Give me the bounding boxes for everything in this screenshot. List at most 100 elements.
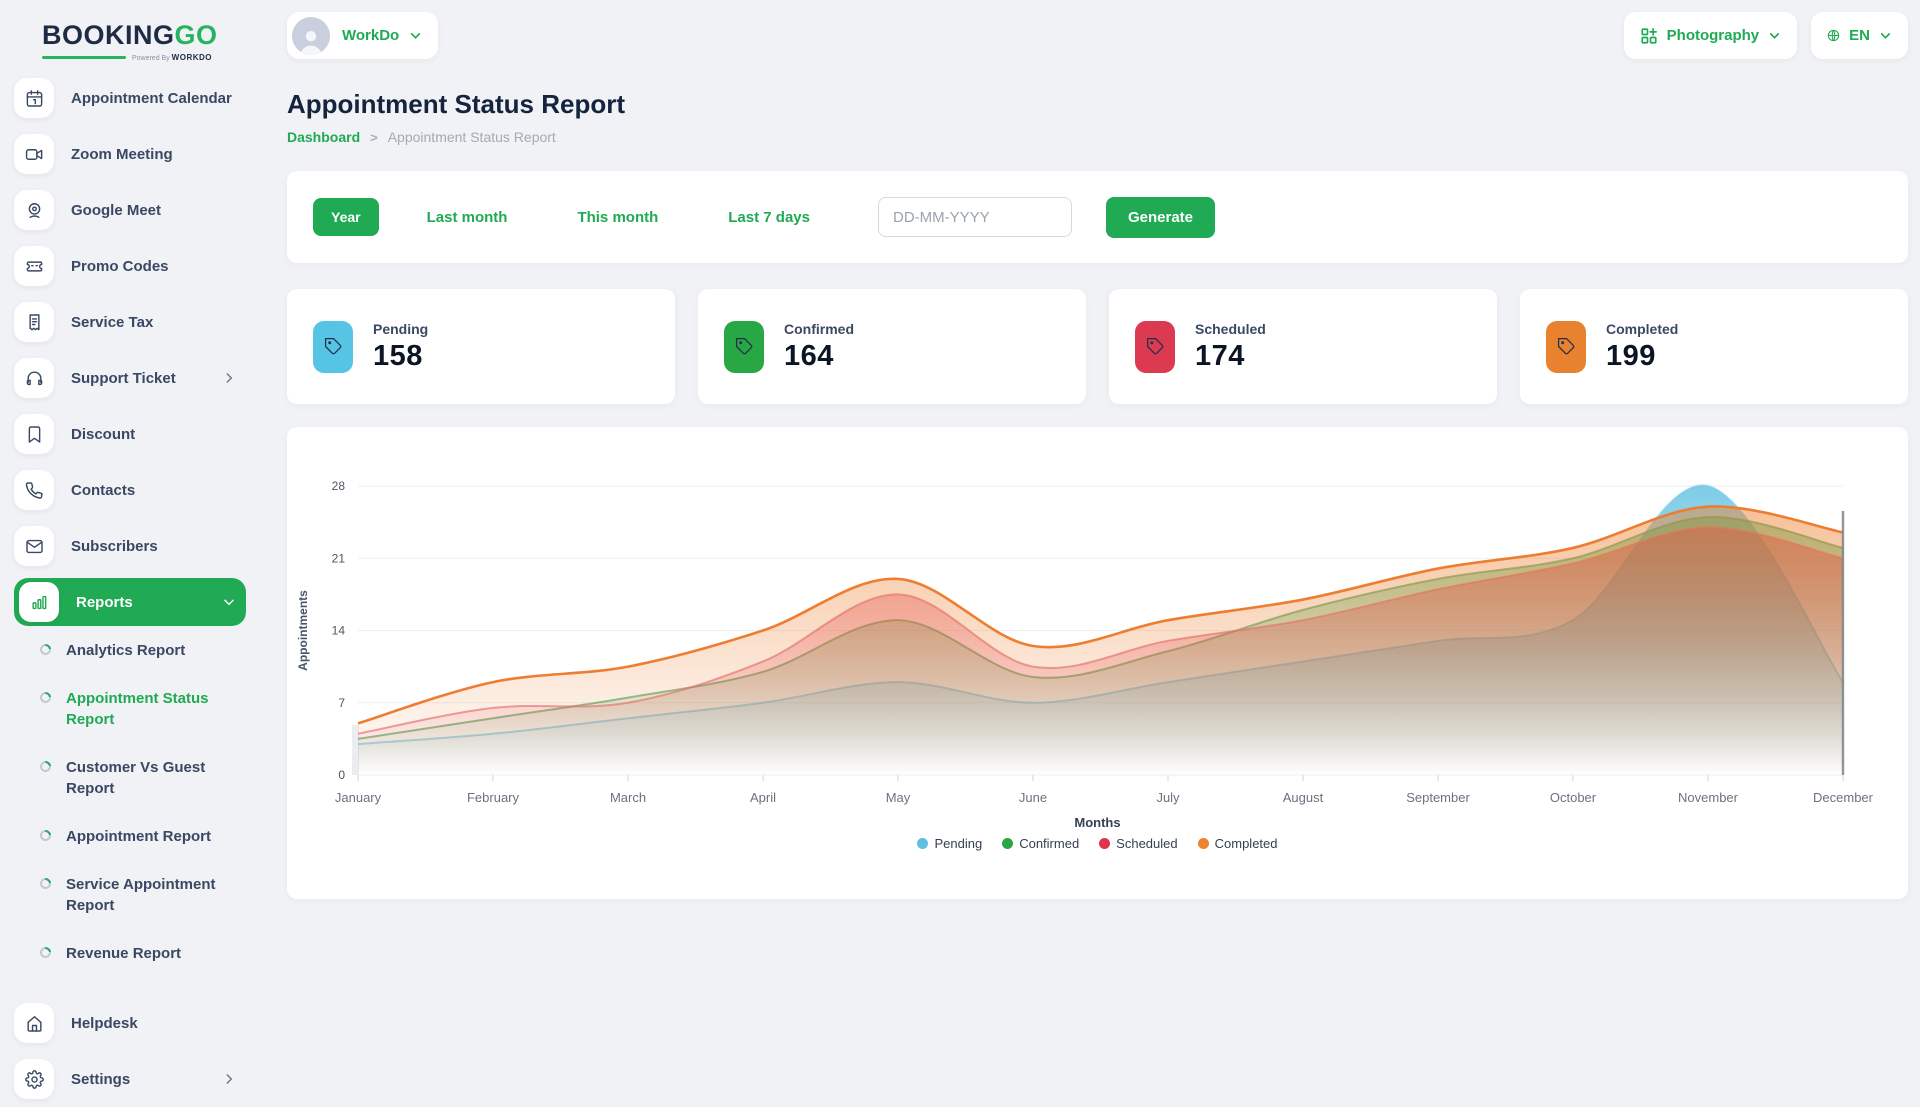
page-title: Appointment Status Report	[287, 89, 625, 119]
x-tick-label: December	[1813, 790, 1874, 805]
x-tick-label: July	[1156, 790, 1180, 805]
chevron-down-icon	[1768, 29, 1781, 42]
legend-items: Pending Confirmed Scheduled Completed	[917, 836, 1278, 851]
sidebar-item-helpdesk[interactable]: Helpdesk	[14, 995, 246, 1051]
sidebar: BOOKINGGO Powered By WORKDO Appointment …	[0, 0, 262, 1099]
sidebar-subitem-analytics-report[interactable]: Analytics Report	[37, 640, 230, 661]
line-completed	[357, 505, 1844, 725]
filter-year-button[interactable]: Year	[313, 198, 379, 236]
sidebar-item-label: Promo Codes	[71, 257, 169, 275]
sidebar-item-support-ticket[interactable]: Support Ticket	[14, 350, 246, 406]
tag-icon	[1546, 320, 1586, 373]
video-icon	[14, 134, 54, 174]
submenu-bullet-icon	[37, 827, 54, 844]
logo-text: BOOKINGGO	[42, 20, 218, 50]
sidebar-item-settings[interactable]: Settings	[14, 1051, 246, 1107]
workspace-name: WorkDo	[342, 27, 400, 44]
category-grid-icon	[1640, 27, 1658, 45]
x-axis-title: Months	[1074, 815, 1121, 830]
chevron-right-icon	[222, 371, 236, 385]
sidebar-item-contacts[interactable]: Contacts	[14, 462, 246, 518]
x-tick-label: March	[610, 790, 646, 805]
legend-item-scheduled[interactable]: Scheduled	[1099, 836, 1178, 851]
y-tick-label: 0	[338, 768, 345, 782]
x-tick-label: May	[886, 790, 911, 805]
chevron-down-icon	[409, 29, 422, 42]
sidebar-item-service-tax[interactable]: Service Tax	[14, 294, 246, 350]
sidebar-item-subscribers[interactable]: Subscribers	[14, 518, 246, 574]
sidebar-item-label: Zoom Meeting	[71, 145, 173, 163]
sidebar-subitem-revenue-report[interactable]: Revenue Report	[37, 943, 230, 964]
logo-subline: Powered By WORKDO	[42, 53, 212, 62]
submenu-bullet-icon	[37, 875, 54, 892]
sidebar-item-label: Subscribers	[71, 537, 158, 555]
x-tick-label: April	[750, 790, 776, 805]
area-completed	[358, 506, 1843, 775]
stat-value: 199	[1606, 339, 1656, 372]
user-avatar	[292, 16, 330, 55]
filter-this-month-link[interactable]: This month	[577, 208, 659, 226]
gear-icon	[14, 1059, 54, 1099]
legend-item-completed[interactable]: Completed	[1197, 836, 1278, 851]
sidebar-subitem-label: Appointment Status Report	[66, 690, 209, 728]
sidebar-subitem-customer-vs-guest-report[interactable]: Customer Vs Guest Report	[37, 757, 230, 799]
sidebar-subitem-service-appointment-report[interactable]: Service Appointment Report	[37, 874, 230, 916]
legend-label: Completed	[1214, 836, 1278, 851]
sidebar-item-appointment-calendar[interactable]: Appointment Calendar	[14, 70, 246, 126]
legend-item-pending[interactable]: Pending	[917, 836, 982, 851]
sidebar-subitem-label: Appointment Report	[66, 828, 211, 845]
submenu-bullet-icon	[37, 641, 54, 658]
globe-icon	[1827, 29, 1840, 42]
sidebar-submenu-reports: Analytics Report Appointment Status Repor…	[14, 630, 262, 995]
mail-icon	[14, 526, 54, 566]
breadcrumb-separator: >	[370, 129, 378, 145]
x-tick-label: October	[1550, 790, 1597, 805]
breadcrumb-current: Appointment Status Report	[387, 129, 556, 145]
app-logo[interactable]: BOOKINGGO Powered By WORKDO	[42, 20, 218, 62]
ticket-icon	[14, 246, 54, 286]
sidebar-subitem-label: Revenue Report	[66, 945, 182, 962]
sidebar-subitem-appointment-status-report[interactable]: Appointment Status Report	[37, 688, 230, 730]
tag-icon	[1135, 320, 1175, 373]
legend-dot-icon	[1002, 838, 1014, 849]
sidebar-item-discount[interactable]: Discount	[14, 406, 246, 462]
breadcrumb-dashboard-link[interactable]: Dashboard	[287, 129, 361, 145]
sidebar-subitem-appointment-report[interactable]: Appointment Report	[37, 826, 230, 847]
sidebar-item-zoom-meeting[interactable]: Zoom Meeting	[14, 126, 246, 182]
stat-value: 174	[1195, 339, 1245, 372]
legend-item-confirmed[interactable]: Confirmed	[1002, 836, 1079, 851]
date-input[interactable]	[877, 197, 1072, 237]
tag-icon	[724, 320, 764, 373]
bookmark-icon	[14, 414, 54, 454]
sidebar-item-label: Appointment Calendar	[71, 89, 232, 107]
y-tick-label: 14	[332, 624, 346, 638]
filter-last7days-link[interactable]: Last 7 days	[728, 208, 810, 226]
tag-icon	[313, 320, 353, 373]
sidebar-item-label: Discount	[71, 425, 136, 443]
language-selector[interactable]: EN	[1811, 12, 1908, 59]
legend-label: Pending	[934, 836, 983, 851]
generate-button[interactable]: Generate	[1105, 196, 1216, 238]
stat-value: 158	[373, 339, 423, 372]
legend-dot-icon	[1099, 838, 1111, 849]
filter-last-month-link[interactable]: Last month	[426, 208, 508, 226]
y-tick-label: 28	[332, 479, 346, 493]
y-tick-label: 7	[338, 696, 345, 710]
stat-card-completed: Completed 199	[1520, 289, 1908, 404]
phone-icon	[14, 470, 54, 510]
sidebar-item-label: Google Meet	[71, 201, 162, 219]
legend-label: Scheduled	[1116, 836, 1178, 851]
workspace-selector[interactable]: WorkDo	[287, 12, 439, 59]
appointment-status-area-chart[interactable]: 28 21 14 7 0 Appointments January February March…	[287, 427, 1908, 812]
sidebar-subitem-label: Customer Vs Guest Report	[66, 759, 206, 797]
category-selector[interactable]: Photography	[1623, 12, 1798, 59]
appointment-status-chart-card: 28 21 14 7 0 Appointments January February March…	[287, 427, 1908, 899]
sidebar-item-google-meet[interactable]: Google Meet	[14, 182, 246, 238]
bar-chart-icon	[19, 582, 59, 622]
receipt-icon	[14, 302, 54, 342]
stat-label: Pending	[373, 320, 429, 337]
x-tick-label: January	[335, 790, 382, 805]
x-tick-label: August	[1283, 790, 1324, 805]
sidebar-item-reports[interactable]: Reports	[14, 578, 246, 626]
sidebar-item-promo-codes[interactable]: Promo Codes	[14, 238, 246, 294]
